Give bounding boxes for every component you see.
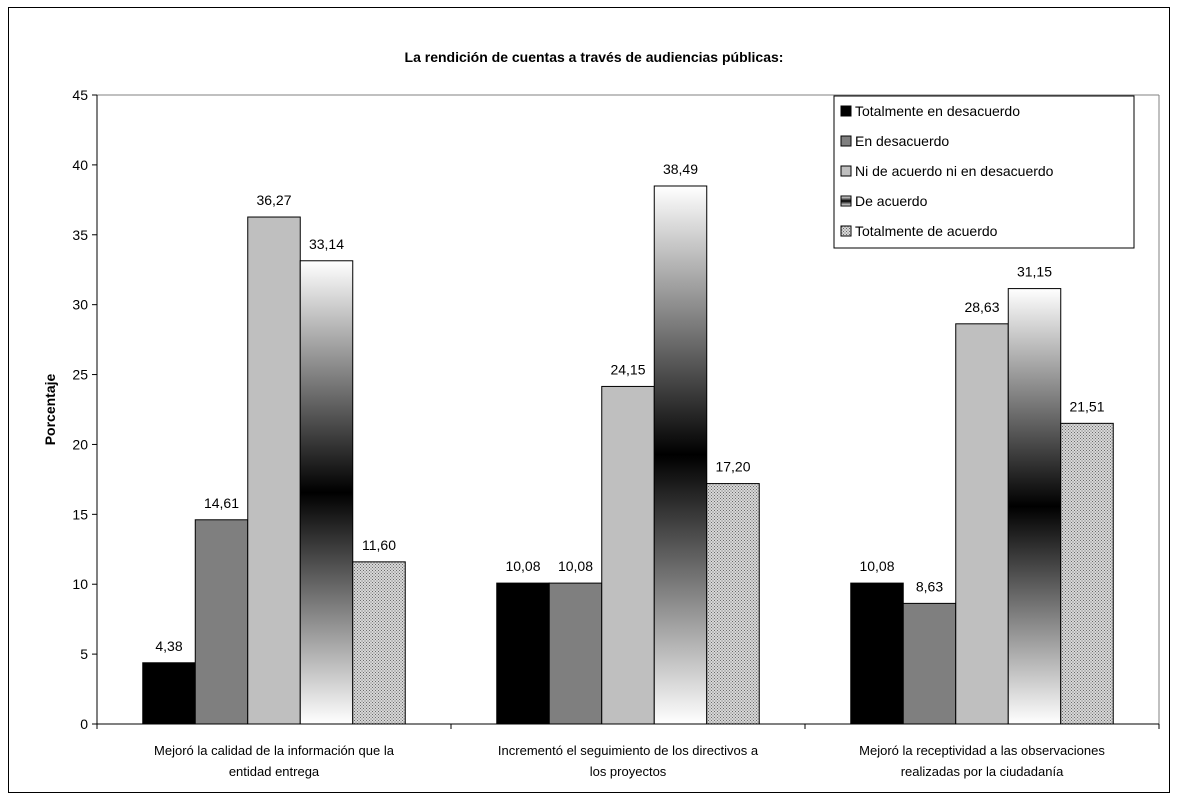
data-label: 4,38 <box>155 638 182 654</box>
y-tick-label: 30 <box>72 297 88 313</box>
bar <box>142 662 196 725</box>
y-tick-label: 40 <box>72 157 88 173</box>
legend-swatch <box>840 225 852 237</box>
data-label: 11,60 <box>362 537 396 553</box>
legend-entry: De acuerdo <box>855 193 928 209</box>
bar <box>850 582 904 725</box>
x-category-label: realizadas por la ciudadanía <box>901 764 1064 779</box>
data-label: 33,14 <box>309 236 344 252</box>
y-tick-label: 15 <box>72 506 88 522</box>
bar <box>496 582 550 725</box>
legend-entry: Ni de acuerdo ni en desacuerdo <box>855 163 1054 179</box>
bar <box>1007 288 1062 725</box>
y-tick-label: 25 <box>72 367 88 383</box>
x-category-label: entidad entrega <box>229 764 320 779</box>
bar <box>601 385 655 725</box>
legend-entry: Totalmente de acuerdo <box>855 223 998 239</box>
x-category-label: Incrementó el seguimiento de los directi… <box>498 743 759 758</box>
y-tick-label: 45 <box>72 87 88 103</box>
data-label: 28,63 <box>964 299 999 315</box>
bar <box>352 561 406 725</box>
y-tick-label: 20 <box>72 436 88 452</box>
legend-swatch <box>840 105 852 117</box>
bar <box>902 602 957 725</box>
bar <box>1060 422 1114 725</box>
data-label: 10,08 <box>859 558 894 574</box>
bar <box>247 216 301 725</box>
bar <box>299 260 354 725</box>
chart-frame <box>8 7 1170 793</box>
legend-entry: Totalmente en desacuerdo <box>855 103 1020 119</box>
y-tick-label: 10 <box>72 576 88 592</box>
y-tick-label: 35 <box>72 227 88 243</box>
data-label: 10,08 <box>558 558 593 574</box>
chart-title: La rendición de cuentas a través de audi… <box>405 49 784 65</box>
data-label: 10,08 <box>505 558 540 574</box>
bar <box>955 323 1009 725</box>
legend-swatch <box>840 135 852 147</box>
y-axis-label: Porcentaje <box>42 373 58 445</box>
data-label: 14,61 <box>204 495 239 511</box>
bar <box>706 483 760 725</box>
legend-entry: En desacuerdo <box>855 133 949 149</box>
bar <box>653 185 708 725</box>
legend-swatch <box>840 195 852 207</box>
y-tick-label: 0 <box>80 716 88 732</box>
y-tick-label: 5 <box>80 646 88 662</box>
x-category-label: Mejoró la receptividad a las observacion… <box>859 743 1105 758</box>
data-label: 17,20 <box>715 459 750 475</box>
x-category-label: Mejoró la calidad de la información que … <box>154 743 395 758</box>
data-label: 8,63 <box>916 578 943 594</box>
data-label: 36,27 <box>256 192 291 208</box>
data-label: 21,51 <box>1069 398 1104 414</box>
x-category-label: los proyectos <box>590 764 667 779</box>
bar <box>548 582 603 725</box>
bar <box>194 519 249 725</box>
legend <box>833 95 1135 249</box>
data-label: 24,15 <box>610 361 645 377</box>
data-label: 38,49 <box>663 161 698 177</box>
legend-swatch <box>840 165 852 177</box>
data-label: 31,15 <box>1017 264 1052 280</box>
